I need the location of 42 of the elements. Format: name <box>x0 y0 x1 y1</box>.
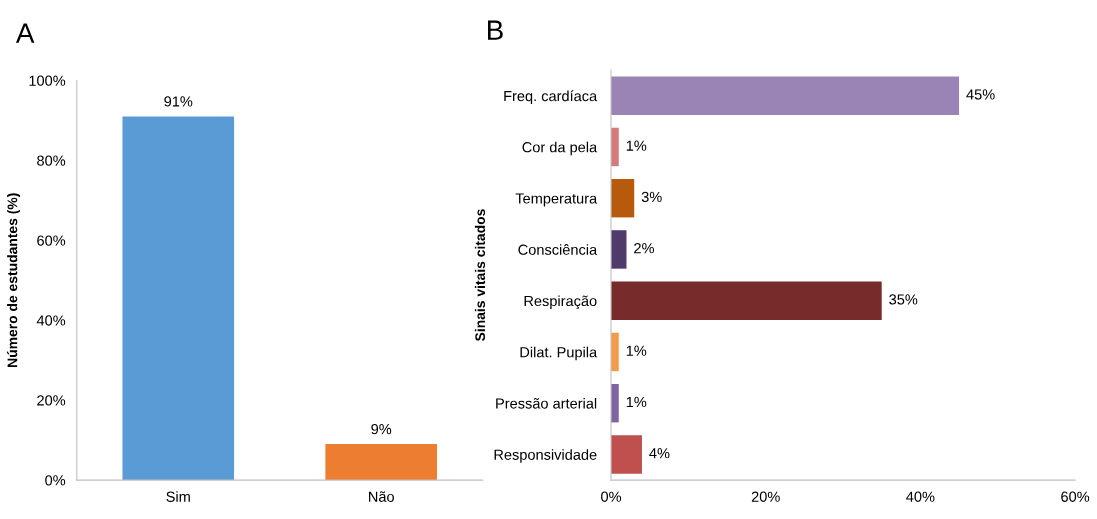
y-tick-label: Pressão arterial <box>496 397 597 409</box>
data-label: 1% <box>626 396 647 408</box>
x-tick-label: 0% <box>601 491 622 502</box>
data-label: 91% <box>164 96 193 107</box>
y-tick-label: 40% <box>36 315 66 326</box>
x-tick-label: 60% <box>1061 491 1090 502</box>
data-label: 45% <box>966 89 995 100</box>
data-label: 1% <box>626 140 647 151</box>
y-tick-label: Cor da pela <box>522 141 598 156</box>
x-tick-label: Sim <box>166 491 190 502</box>
y-axis-title: Sinais vitais citados <box>474 209 486 342</box>
y-tick-label: Respiração <box>524 295 597 310</box>
x-tick-label: Não <box>369 491 394 502</box>
y-tick-label: 0% <box>45 475 66 486</box>
bar <box>611 230 627 269</box>
data-label: 35% <box>889 294 918 305</box>
data-label: 3% <box>641 191 662 203</box>
data-label: 2% <box>634 243 654 254</box>
y-tick-label: 100% <box>29 75 66 86</box>
bar <box>611 332 619 372</box>
bar <box>611 76 960 115</box>
y-tick-label: Temperatura <box>515 193 598 207</box>
bar <box>611 127 619 167</box>
y-tick-label: Responsividade <box>494 449 597 463</box>
y-tick-label: 80% <box>37 155 66 166</box>
x-tick-label: 40% <box>906 491 935 502</box>
y-axis-title: Número de estudantes (%) <box>6 193 21 367</box>
y-tick-label: Consciência <box>518 244 598 255</box>
bar <box>611 281 882 320</box>
chart-title: B <box>488 20 503 40</box>
x-tick-label: 20% <box>751 491 780 502</box>
y-tick-label: Dilat. Pupila <box>520 346 598 361</box>
data-label: 9% <box>371 423 392 435</box>
data-label: 4% <box>649 448 670 459</box>
y-tick-label: Freq. cardíaca <box>504 90 598 105</box>
y-tick-label: 60% <box>37 235 66 246</box>
bar <box>611 178 635 218</box>
bar <box>611 383 619 423</box>
data-label: 1% <box>626 345 647 356</box>
bar <box>611 435 642 474</box>
y-tick-label: 20% <box>37 395 66 406</box>
chart-title: A <box>15 23 35 43</box>
